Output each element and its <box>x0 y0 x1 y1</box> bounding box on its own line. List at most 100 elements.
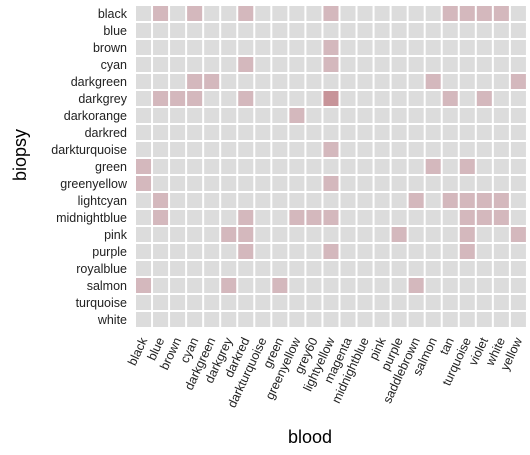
heatmap-cell-green-salmon <box>425 159 441 174</box>
heatmap-cell-black-midnightblue <box>357 6 373 21</box>
heatmap-cell-lightcyan-darkgreen <box>204 193 220 208</box>
heatmap-cell-salmon-greenyellow <box>289 278 305 293</box>
heatmap-cell-cyan-saddlebrown <box>408 57 424 72</box>
heatmap-cell-brown-saddlebrown <box>408 40 424 55</box>
heatmap-cell-black-black <box>136 6 152 21</box>
heatmap-cell-blue-brown <box>170 23 186 38</box>
heatmap-cell-midnightblue-darkturquoise <box>255 210 271 225</box>
heatmap-cell-cyan-brown <box>170 57 186 72</box>
heatmap-cell-purple-brown <box>170 244 186 259</box>
heatmap-cell-lightcyan-darkturquoise <box>255 193 271 208</box>
heatmap-cell-purple-turquoise <box>459 244 475 259</box>
heatmap-cell-black-brown <box>170 6 186 21</box>
heatmap-cell-midnightblue-salmon <box>425 210 441 225</box>
heatmap-cell-green-midnightblue <box>357 159 373 174</box>
heatmap-cell-blue-white <box>493 23 509 38</box>
heatmap-cell-blue-pink <box>374 23 390 38</box>
heatmap-cell-darkred-brown <box>170 125 186 140</box>
heatmap-cell-darkgrey-black <box>136 91 152 106</box>
heatmap-cell-salmon-darkred <box>238 278 254 293</box>
heatmap-cell-blue-grey60 <box>306 23 322 38</box>
heatmap-cell-white-lightyellow <box>323 312 339 327</box>
heatmap-cell-midnightblue-violet <box>476 210 492 225</box>
heatmap-cell-turquoise-white <box>493 295 509 310</box>
heatmap-cell-turquoise-midnightblue <box>357 295 373 310</box>
heatmap-cell-midnightblue-cyan <box>187 210 203 225</box>
heatmap-cell-black-blue <box>153 6 169 21</box>
heatmap-cell-brown-darkturquoise <box>255 40 271 55</box>
heatmap-cell-darkorange-black <box>136 108 152 123</box>
heatmap-cell-salmon-saddlebrown <box>408 278 424 293</box>
heatmap-cell-purple-pink <box>374 244 390 259</box>
heatmap-cell-turquoise-cyan <box>187 295 203 310</box>
heatmap-cell-royalblue-brown <box>170 261 186 276</box>
heatmap-cell-turquoise-saddlebrown <box>408 295 424 310</box>
heatmap-cell-darkgrey-greenyellow <box>289 91 305 106</box>
heatmap-cell-cyan-greenyellow <box>289 57 305 72</box>
heatmap-cell-pink-black <box>136 227 152 242</box>
heatmap-cell-pink-darkturquoise <box>255 227 271 242</box>
heatmap-cell-salmon-purple <box>391 278 407 293</box>
heatmap-cell-darkorange-darkturquoise <box>255 108 271 123</box>
heatmap-cell-black-purple <box>391 6 407 21</box>
heatmap-cell-black-violet <box>476 6 492 21</box>
heatmap-cell-pink-blue <box>153 227 169 242</box>
heatmap-cell-darkturquoise-darkgrey <box>221 142 237 157</box>
heatmap-cell-royalblue-grey60 <box>306 261 322 276</box>
heatmap-cell-green-darkgrey <box>221 159 237 174</box>
heatmap-cell-pink-darkred <box>238 227 254 242</box>
heatmap-cell-midnightblue-magenta <box>340 210 356 225</box>
heatmap-cell-green-brown <box>170 159 186 174</box>
heatmap-cell-cyan-midnightblue <box>357 57 373 72</box>
heatmap-cell-turquoise-yellow <box>510 295 526 310</box>
heatmap-cell-turquoise-brown <box>170 295 186 310</box>
heatmap-cell-blue-turquoise <box>459 23 475 38</box>
heatmap-cell-darkred-salmon <box>425 125 441 140</box>
heatmap-cell-darkred-grey60 <box>306 125 322 140</box>
heatmap-cell-white-salmon <box>425 312 441 327</box>
heatmap-cell-darkred-blue <box>153 125 169 140</box>
heatmap-cell-white-darkred <box>238 312 254 327</box>
heatmap-cell-darkgrey-magenta <box>340 91 356 106</box>
heatmap-cell-brown-magenta <box>340 40 356 55</box>
heatmap-cell-midnightblue-black <box>136 210 152 225</box>
heatmap-cell-lightcyan-midnightblue <box>357 193 373 208</box>
heatmap-cell-turquoise-grey60 <box>306 295 322 310</box>
heatmap-cell-green-blue <box>153 159 169 174</box>
heatmap-cell-darkturquoise-magenta <box>340 142 356 157</box>
heatmap-cell-salmon-white <box>493 278 509 293</box>
heatmap-cell-darkgreen-purple <box>391 74 407 89</box>
heatmap-cell-green-cyan <box>187 159 203 174</box>
heatmap-cell-darkgrey-turquoise <box>459 91 475 106</box>
heatmap-cell-green-darkgreen <box>204 159 220 174</box>
heatmap-cell-lightcyan-lightyellow <box>323 193 339 208</box>
y-tick-labels: black blue brown cyan darkgreen darkgrey darko… <box>51 7 128 327</box>
heatmap-cell-pink-cyan <box>187 227 203 242</box>
heatmap-cell-darkorange-yellow <box>510 108 526 123</box>
heatmap-cell-darkturquoise-darkgreen <box>204 142 220 157</box>
heatmap-cell-green-yellow <box>510 159 526 174</box>
heatmap-cell-lightcyan-salmon <box>425 193 441 208</box>
heatmap-cell-darkorange-magenta <box>340 108 356 123</box>
heatmap-cell-green-green <box>272 159 288 174</box>
heatmap-cell-darkturquoise-yellow <box>510 142 526 157</box>
heatmap-cell-darkturquoise-green <box>272 142 288 157</box>
heatmap-cell-darkturquoise-brown <box>170 142 186 157</box>
heatmap-cell-salmon-magenta <box>340 278 356 293</box>
heatmap-cell-darkgrey-salmon <box>425 91 441 106</box>
heatmap-cell-darkturquoise-violet <box>476 142 492 157</box>
heatmap-cell-darkgreen-grey60 <box>306 74 322 89</box>
heatmap-cell-green-white <box>493 159 509 174</box>
heatmap-cell-cyan-white <box>493 57 509 72</box>
heatmap-cell-brown-violet <box>476 40 492 55</box>
heatmap-cell-darkgreen-darkgreen <box>204 74 220 89</box>
heatmap-cell-white-saddlebrown <box>408 312 424 327</box>
heatmap-cell-brown-purple <box>391 40 407 55</box>
heatmap-cell-turquoise-darkgreen <box>204 295 220 310</box>
heatmap-cell-brown-cyan <box>187 40 203 55</box>
heatmap-cell-greenyellow-darkgreen <box>204 176 220 191</box>
heatmap-cell-darkturquoise-grey60 <box>306 142 322 157</box>
heatmap-cell-pink-violet <box>476 227 492 242</box>
heatmap-cell-darkgreen-turquoise <box>459 74 475 89</box>
heatmap-cell-greenyellow-midnightblue <box>357 176 373 191</box>
